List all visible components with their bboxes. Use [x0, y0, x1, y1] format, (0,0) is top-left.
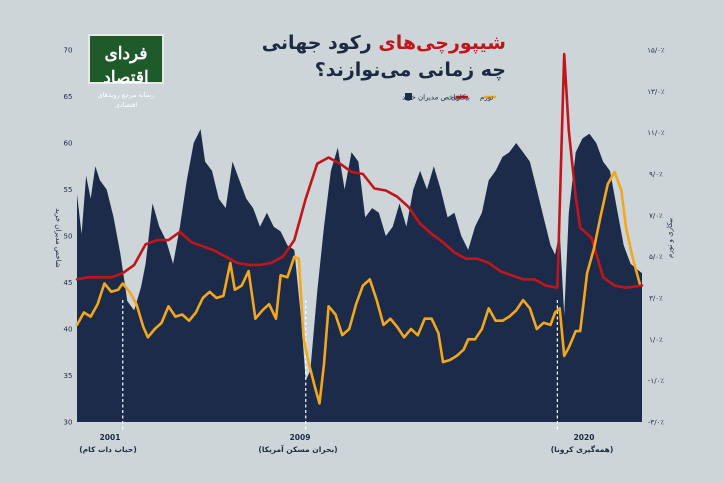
right-axis-tick-label: ۱/۰٪: [649, 336, 663, 344]
right-axis-tick-label: -۳/۰٪: [648, 419, 664, 427]
left-axis-tick-label: 35: [64, 372, 73, 380]
chart-title-highlight: شیپورچی‌های: [378, 32, 506, 54]
axes-layer: 30 35 40 45 50 55 60 65 70 -۳/۰٪ -۱/۰٪ ۱/۰٪ ۳/۰٪ ۵/۰٪…: [64, 47, 665, 427]
left-axis-tick-label: 40: [64, 326, 73, 334]
event-caption-2001: (حباب دات کام): [79, 445, 137, 454]
left-axis-tick-label: 70: [64, 47, 73, 55]
lines-layer: [75, 52, 644, 405]
chart-title: شیپورچی‌های رکود جهانی چه زمانی می‌نوازن…: [262, 30, 506, 84]
right-axis-tick-label: ۱۵/۰٪: [647, 47, 665, 55]
right-axis-tick-label: ۷/۰٪: [649, 212, 663, 220]
event-year-2009: 2009: [290, 433, 311, 442]
right-axis-tick-label: ۱۳/۰٪: [647, 88, 665, 96]
pmi-area: [77, 129, 642, 422]
legend-label-unemployment: بیکاری: [451, 94, 470, 102]
right-axis-title: بیکاری و تورم: [666, 218, 674, 258]
right-axis-tick-label: ۱۱/۰٪: [647, 129, 665, 137]
chart-title-rest: رکود جهانی: [261, 32, 379, 54]
brand-logo: فردای اقتصاد رسانه مرجع روندهای اقتصادی: [88, 34, 164, 109]
left-axis-tick-label: 45: [64, 279, 73, 287]
unemployment-line: [75, 52, 644, 289]
pmi-area-layer: [77, 129, 642, 430]
left-axis-tick-label: 60: [64, 140, 73, 148]
legend-label-pmi: شاخص مدیران خرید: [402, 94, 462, 102]
event-caption-2009: (بحران مسکن آمریکا): [258, 444, 337, 454]
left-axis-tick-label: 50: [64, 233, 73, 241]
right-axis-tick-label: -۱/۰٪: [648, 377, 664, 385]
brand-logo-tagline: رسانه مرجع روندهای اقتصادی: [97, 91, 155, 109]
right-axis-tick-label: ۳/۰٪: [649, 295, 663, 303]
brand-logo-name: فردای اقتصاد: [103, 44, 149, 88]
inflation-line: [75, 170, 641, 405]
event-caption-2020: (همه‌گیری کرونا): [551, 445, 614, 454]
right-axis-tick-label: ۹/۰٪: [649, 171, 663, 179]
left-axis-tick-label: 55: [64, 186, 73, 194]
event-labels: 2001 (حباب دات کام) 2009 (بحران مسکن آمر…: [79, 433, 613, 454]
left-axis-title: شاخص مدیران خرید: [54, 208, 62, 268]
chart-title-line2: چه زمانی می‌نوازند؟: [314, 59, 506, 81]
event-year-2020: 2020: [574, 433, 595, 442]
chart-title-line1: شیپورچی‌های رکود جهانی: [262, 30, 506, 57]
left-axis-tick-label: 30: [64, 419, 73, 427]
legend-label-inflation: تورم: [480, 94, 493, 102]
legend-swatch-pmi: [405, 93, 412, 100]
right-axis-tick-label: ۵/۰٪: [649, 253, 663, 261]
event-year-2001: 2001: [100, 433, 121, 442]
legend: شاخص مدیران خرید بیکاری تورم: [402, 93, 496, 102]
left-axis-tick-label: 65: [64, 93, 73, 101]
